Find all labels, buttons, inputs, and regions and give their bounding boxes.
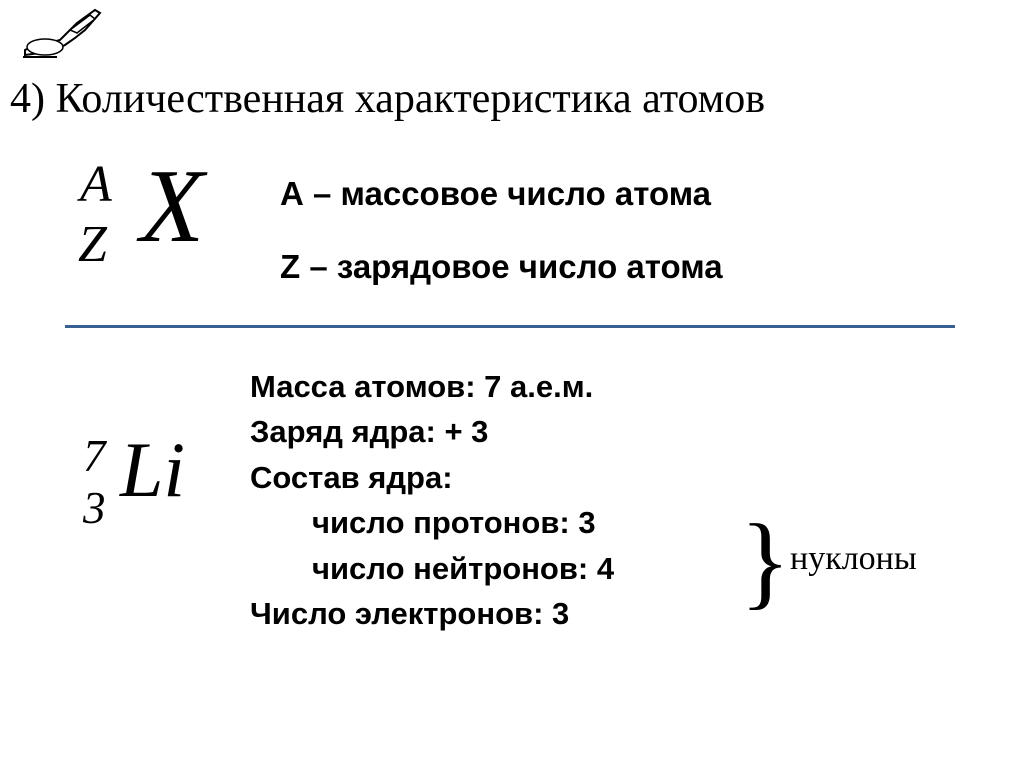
- composition-label-line: Состав ядра:: [250, 456, 614, 499]
- protons-line: число протонов: 3: [250, 501, 614, 544]
- mass-number-symbol: A: [80, 155, 112, 214]
- charge-number-symbol: Z: [78, 215, 107, 274]
- electrons-line: Число электронов: 3: [250, 592, 614, 635]
- grouping-brace: }: [740, 508, 790, 613]
- nucleus-charge-line: Заряд ядра: + 3: [250, 410, 614, 453]
- nucleons-label: нуклоны: [790, 540, 917, 578]
- definitions-block: А – массовое число атома Z – зарядовое ч…: [280, 175, 723, 286]
- charge-number-definition: Z – зарядовое число атома: [280, 248, 723, 286]
- writing-hand-icon: [15, 5, 115, 65]
- page-title: 4) Количественная характеристика атомов: [10, 75, 765, 123]
- atom-mass-line: Масса атомов: 7 а.е.м.: [250, 365, 614, 408]
- lithium-symbol: Li: [120, 425, 185, 515]
- lithium-mass-number: 7: [83, 430, 106, 482]
- mass-number-definition: А – массовое число атома: [280, 175, 723, 213]
- horizontal-divider: [65, 325, 955, 328]
- neutrons-line: число нейтронов: 4: [250, 547, 614, 590]
- lithium-charge-number: 3: [83, 482, 106, 534]
- element-symbol: X: [140, 145, 204, 266]
- characteristics-block: Масса атомов: 7 а.е.м. Заряд ядра: + 3 С…: [250, 365, 614, 637]
